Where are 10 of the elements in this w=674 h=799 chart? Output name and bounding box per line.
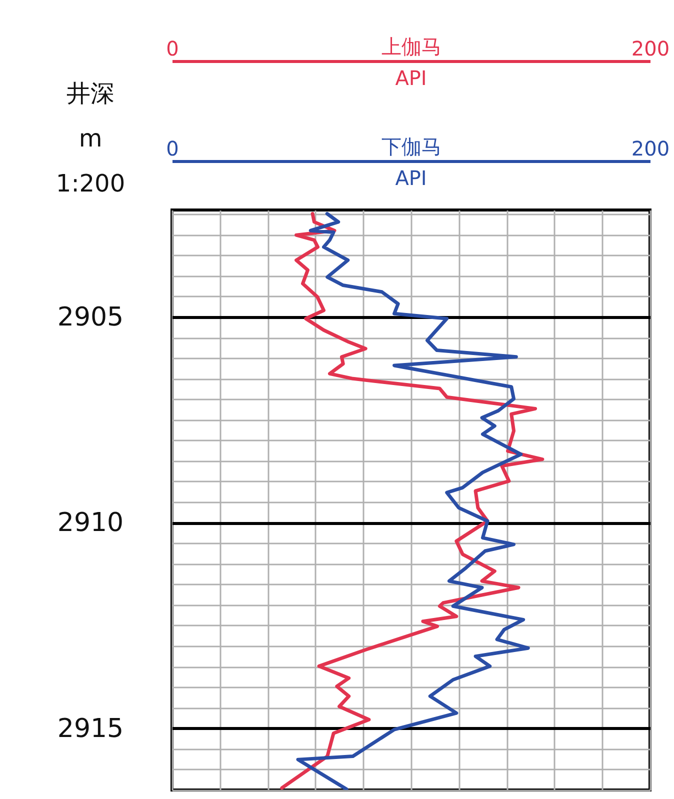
y-tick-label: 2910: [57, 508, 124, 538]
text: 下伽马: [382, 134, 442, 158]
y-tick-label: 2905: [57, 302, 124, 332]
x2-tick-label: 200: [631, 36, 670, 60]
y-axis-title: 井深 m 1:200: [56, 80, 126, 198]
text: 上伽马: [382, 34, 442, 58]
x2-tick-label: 0: [166, 36, 179, 60]
y-tick-label: 2915: [57, 714, 124, 744]
x-axis-title: API: [395, 166, 427, 190]
x2-axis-title: API: [395, 66, 427, 90]
